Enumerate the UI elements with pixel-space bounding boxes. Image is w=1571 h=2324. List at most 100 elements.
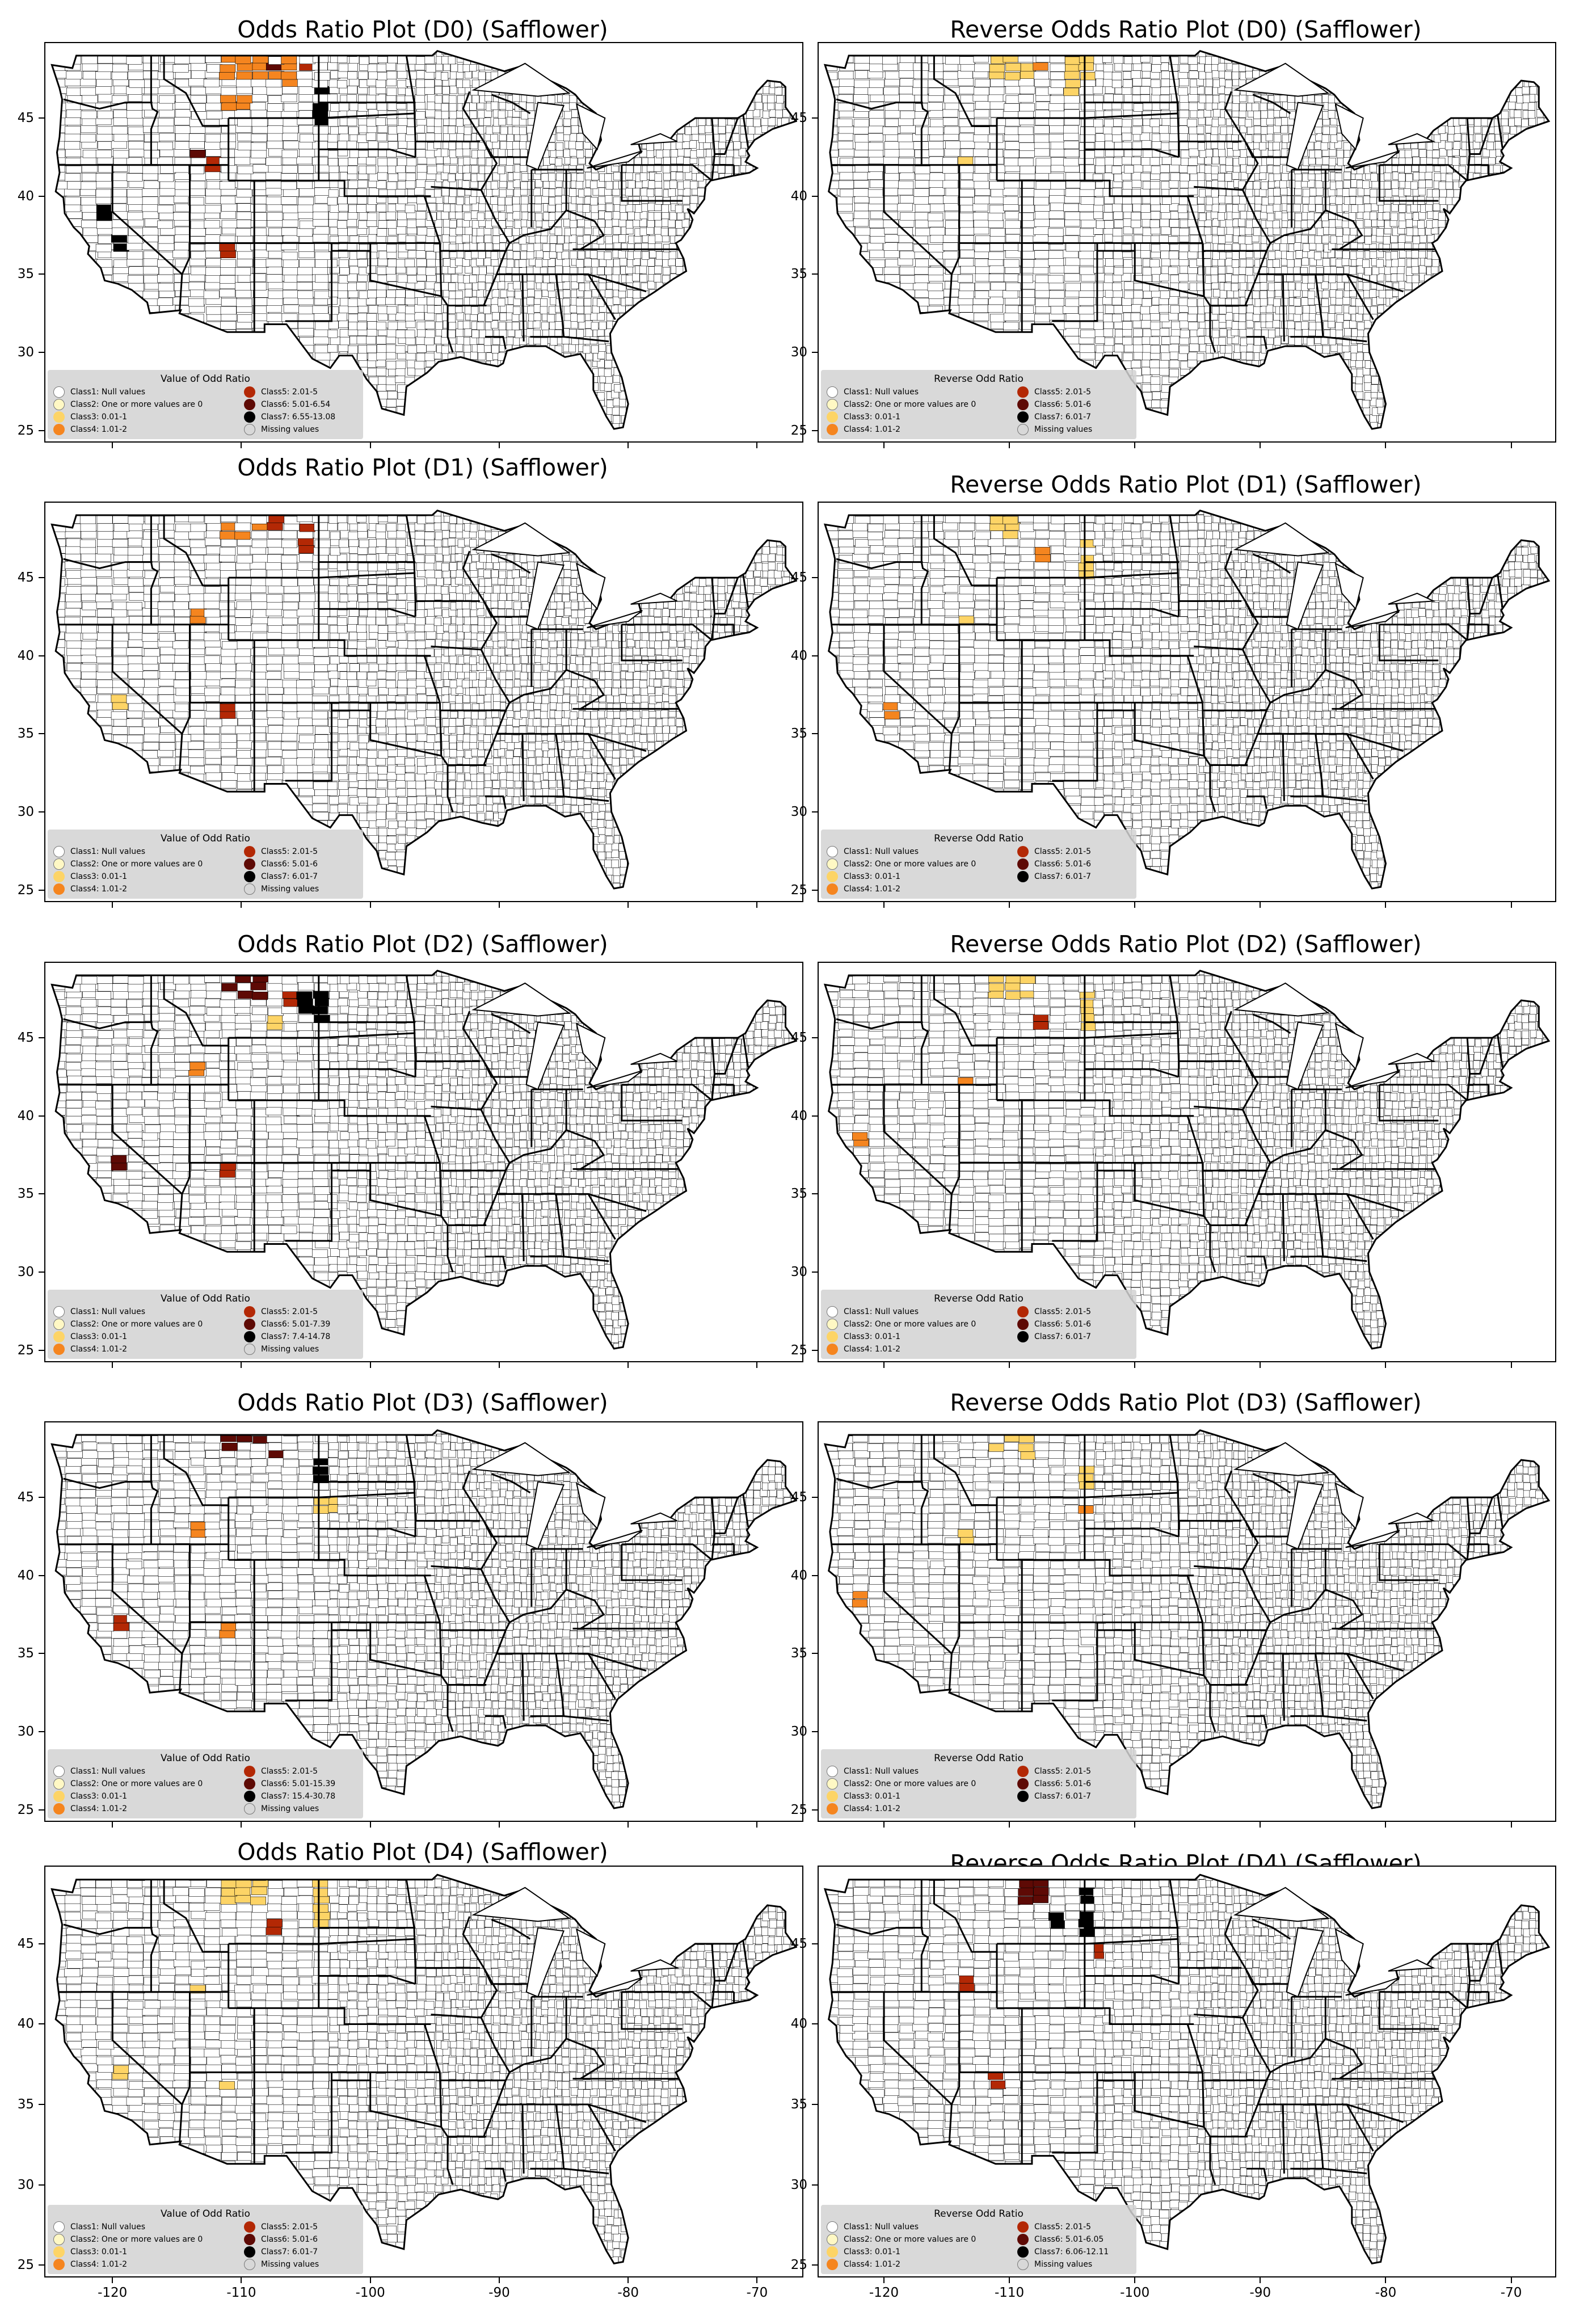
county-cell: [1133, 352, 1144, 360]
county-cell: [684, 352, 692, 361]
county-cell: [781, 321, 789, 330]
county-cell: [704, 328, 712, 337]
county-cell: [705, 102, 713, 111]
county-cell: [312, 103, 328, 112]
county-cell: [547, 390, 555, 399]
county-cell: [712, 87, 720, 96]
county-cell: [1231, 376, 1239, 384]
county-cell: [478, 398, 486, 407]
county-cell: [1225, 431, 1232, 439]
county-cell: [654, 212, 662, 221]
county-cell: [456, 148, 464, 157]
county-cell: [424, 312, 435, 321]
county-cell: [81, 111, 97, 119]
county-cell: [769, 352, 777, 361]
county-cell: [471, 50, 479, 56]
county-cell: [157, 359, 173, 368]
county-cell: [507, 259, 515, 268]
county-cell: [768, 63, 776, 72]
county-cell: [740, 218, 748, 227]
county-cell: [407, 399, 418, 407]
county-cell: [1169, 369, 1179, 377]
county-cell: [357, 134, 368, 143]
county-cell: [144, 79, 161, 88]
county-cell: [512, 203, 520, 212]
county-cell: [563, 320, 571, 329]
county-cell: [426, 432, 436, 440]
county-cell: [668, 368, 676, 377]
county-cell: [704, 415, 711, 424]
county-cell: [1452, 414, 1460, 423]
county-cell: [268, 164, 284, 173]
county-cell: [784, 204, 791, 213]
county-cell: [641, 102, 648, 111]
county-cell: [434, 415, 442, 424]
county-cell: [669, 415, 677, 424]
county-cell: [1448, 367, 1455, 376]
county-cell: [395, 312, 406, 321]
county-cell: [675, 376, 683, 385]
county-cell: [469, 102, 477, 111]
county-cell: [66, 344, 83, 353]
county-cell: [144, 275, 160, 284]
county-cell: [1169, 430, 1179, 437]
county-cell: [635, 62, 643, 71]
county-cell: [1337, 360, 1344, 369]
county-cell: [66, 273, 83, 282]
county-cell: [204, 220, 220, 229]
county-cell: [648, 116, 656, 125]
county-cell: [299, 259, 315, 268]
county-cell: [660, 101, 668, 110]
county-cell: [339, 359, 349, 368]
county-cell: [1301, 376, 1308, 384]
county-cell: [696, 87, 704, 96]
county-cell: [388, 141, 398, 150]
county-cell: [675, 368, 683, 377]
county-cell: [358, 149, 369, 158]
county-cell: [640, 62, 648, 71]
county-cell: [626, 415, 634, 424]
county-cell: [642, 111, 650, 120]
county-cell: [527, 305, 535, 314]
county-cell: [604, 212, 612, 220]
county-cell: [683, 415, 691, 423]
county-cell: [717, 289, 725, 297]
county-cell: [691, 228, 699, 236]
county-cell: [129, 328, 145, 336]
county-cell: [1322, 414, 1330, 422]
county-cell: [1433, 399, 1441, 408]
county-cell: [387, 390, 398, 399]
county-cell: [718, 297, 726, 305]
county-cell: [606, 345, 614, 354]
county-cell: [607, 79, 614, 88]
county-cell: [605, 181, 613, 190]
county-cell: [900, 351, 916, 360]
county-cell: [339, 336, 350, 346]
county-cell: [753, 265, 761, 274]
county-cell: [491, 345, 499, 353]
county-cell: [1404, 359, 1412, 368]
county-cell: [1197, 399, 1205, 409]
county-cell: [499, 189, 507, 198]
county-cell: [367, 413, 377, 422]
county-cell: [1543, 406, 1549, 415]
county-cell: [576, 133, 584, 142]
county-cell: [536, 407, 544, 415]
county-cell: [485, 50, 492, 57]
county-cell: [498, 117, 506, 126]
county-cell: [683, 243, 690, 252]
county-cell: [576, 422, 585, 430]
county-cell: [221, 353, 238, 362]
county-cell: [253, 289, 269, 298]
county-cell: [642, 382, 650, 391]
county-cell: [726, 188, 734, 197]
county-cell: [283, 343, 299, 352]
county-cell: [683, 54, 690, 64]
county-cell: [655, 432, 662, 440]
county-cell: [282, 204, 298, 213]
county-cell: [703, 204, 711, 212]
county-cell: [450, 407, 458, 416]
county-cell: [556, 367, 565, 376]
county-cell: [1473, 369, 1481, 377]
county-cell: [1523, 406, 1531, 414]
